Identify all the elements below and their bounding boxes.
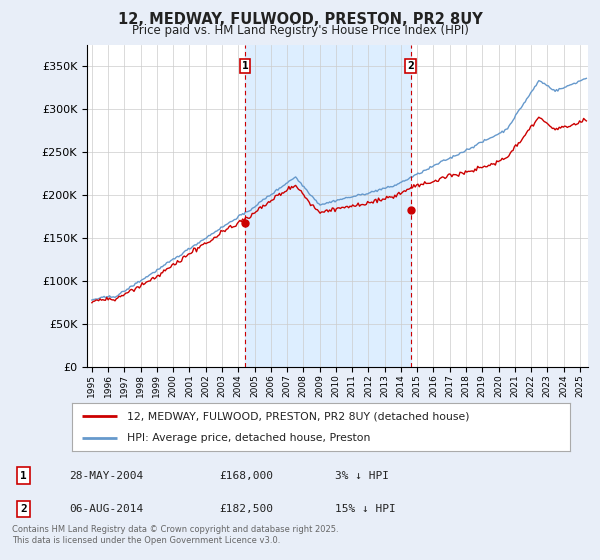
Text: 15% ↓ HPI: 15% ↓ HPI (335, 504, 395, 514)
Text: 3% ↓ HPI: 3% ↓ HPI (335, 470, 389, 480)
Text: Price paid vs. HM Land Registry's House Price Index (HPI): Price paid vs. HM Land Registry's House … (131, 24, 469, 36)
Text: 1: 1 (242, 61, 248, 71)
Text: 12, MEDWAY, FULWOOD, PRESTON, PR2 8UY (detached house): 12, MEDWAY, FULWOOD, PRESTON, PR2 8UY (d… (127, 411, 469, 421)
Text: 06-AUG-2014: 06-AUG-2014 (70, 504, 144, 514)
Text: 2: 2 (20, 504, 27, 514)
Text: 28-MAY-2004: 28-MAY-2004 (70, 470, 144, 480)
Text: 2: 2 (407, 61, 414, 71)
Text: Contains HM Land Registry data © Crown copyright and database right 2025.
This d: Contains HM Land Registry data © Crown c… (12, 525, 338, 545)
Text: £182,500: £182,500 (220, 504, 274, 514)
Text: 1: 1 (20, 470, 27, 480)
Text: HPI: Average price, detached house, Preston: HPI: Average price, detached house, Pres… (127, 433, 370, 443)
Text: £168,000: £168,000 (220, 470, 274, 480)
Text: 12, MEDWAY, FULWOOD, PRESTON, PR2 8UY: 12, MEDWAY, FULWOOD, PRESTON, PR2 8UY (118, 12, 482, 27)
Bar (245, 45, 410, 367)
